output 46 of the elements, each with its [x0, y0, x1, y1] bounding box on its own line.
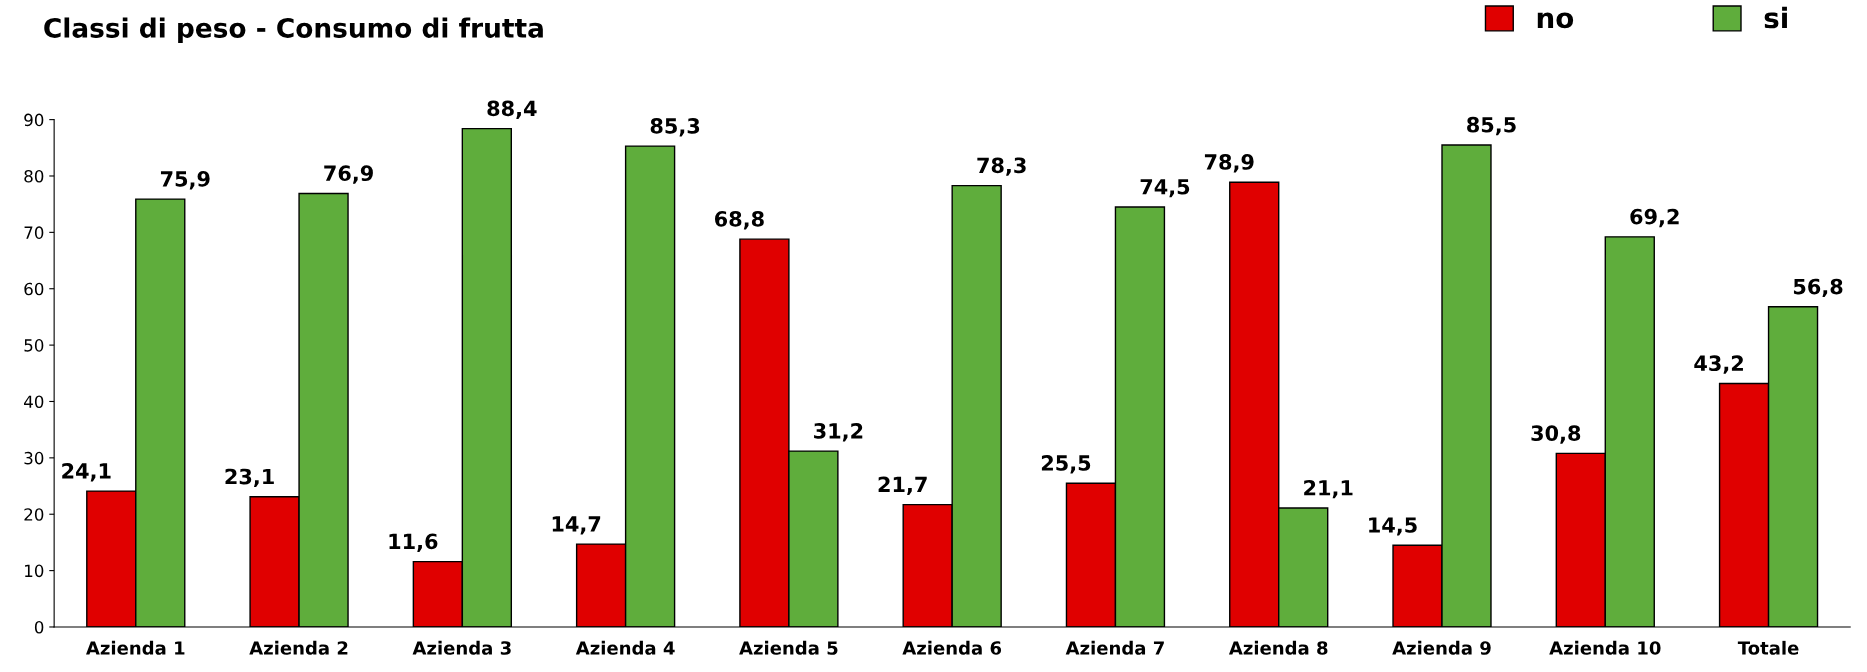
- y-tick-label: 90: [24, 113, 44, 127]
- y-tick-label: 10: [25, 564, 44, 578]
- y-tick-label: 20: [24, 508, 44, 521]
- x-tick-label: Azienda 3: [412, 640, 511, 655]
- x-tick-label: Azienda 5: [739, 640, 838, 655]
- y-tick-label: 80: [24, 169, 44, 183]
- data-label: 21,7: [878, 476, 927, 495]
- x-tick-label: Azienda 4: [575, 640, 675, 655]
- data-label: 14,7: [552, 516, 601, 535]
- x-tick-label: Totale: [1737, 640, 1799, 655]
- data-label: 14,5: [1369, 517, 1417, 536]
- chart-title: Classi di peso - Consumo di frutta: [44, 17, 543, 44]
- x-tick-label: Azienda 2: [249, 640, 348, 655]
- data-label: 85,3: [650, 117, 700, 137]
- data-label: 78,9: [1204, 154, 1254, 173]
- data-label: 78,3: [977, 157, 1026, 176]
- data-label: 31,2: [814, 422, 863, 442]
- x-tick-label: Azienda 9: [1392, 640, 1491, 655]
- legend-label: si: [1764, 6, 1787, 29]
- x-tick-label: Azienda 1: [86, 640, 185, 655]
- x-tick-label: Azienda 10: [1549, 640, 1661, 655]
- data-label: 69,2: [1630, 208, 1679, 228]
- y-tick-label: 50: [24, 339, 44, 352]
- data-label: 11,6: [389, 533, 438, 552]
- data-label: 74,5: [1140, 179, 1190, 198]
- data-label: 75,9: [160, 170, 210, 190]
- x-tick-label: Azienda 8: [1228, 640, 1328, 655]
- legend-label: no: [1537, 12, 1574, 29]
- y-tick-label: 40: [24, 395, 44, 409]
- data-label: 21,1: [1304, 479, 1353, 499]
- data-label: 76,9: [324, 165, 373, 184]
- data-label: 30,8: [1531, 425, 1581, 444]
- y-tick-label: 70: [24, 226, 44, 239]
- x-tick-label: Azienda 7: [1065, 640, 1164, 655]
- data-label: 25,5: [1041, 455, 1091, 474]
- data-label: 56,8: [1793, 278, 1843, 298]
- y-tick-label: 0: [34, 620, 44, 634]
- data-label: 68,8: [714, 211, 764, 230]
- data-label: 23,1: [225, 468, 274, 488]
- y-tick-label: 60: [24, 282, 44, 296]
- data-label: 85,5: [1467, 116, 1516, 136]
- data-label: 24,1: [62, 462, 111, 482]
- x-tick-label: Azienda 6: [902, 640, 1002, 655]
- data-label: 88,4: [487, 100, 537, 119]
- y-tick-label: 30: [24, 451, 44, 465]
- data-label: 43,2: [1694, 355, 1743, 374]
